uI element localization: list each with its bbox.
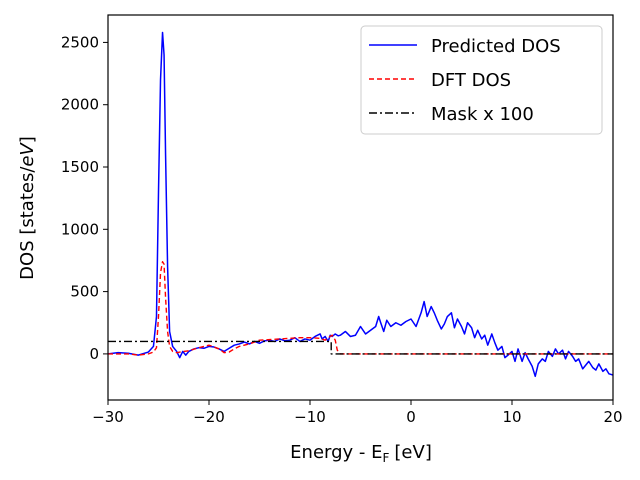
y-axis-label-italic-unit: eV — [17, 142, 38, 167]
x-tick-label: 10 — [502, 408, 521, 426]
y-axis-label-end: ] — [17, 136, 38, 143]
legend-label-mask: Mask x 100 — [431, 104, 534, 125]
y-tick-label: 500 — [70, 283, 99, 301]
series-layer — [108, 31, 613, 378]
x-tick-label: −30 — [92, 408, 124, 426]
y-tick-label: 2500 — [61, 33, 99, 51]
x-axis-label-unit: [eV] — [394, 442, 431, 463]
legend-label-predicted-dos: Predicted DOS — [431, 36, 561, 57]
x-axis-ticks: −30 −20 −10 0 10 20 — [92, 400, 623, 426]
y-tick-label: 0 — [89, 345, 99, 363]
plot-frame — [107, 14, 614, 401]
y-tick-label: 1500 — [61, 158, 99, 176]
series-line-mask-x-100 — [108, 340, 613, 355]
legend-label-dft-dos: DFT DOS — [431, 70, 511, 91]
y-tick-label: 1000 — [61, 220, 99, 238]
legend-box — [360, 25, 603, 135]
x-tick-label: −10 — [294, 408, 326, 426]
legend: Predicted DOS DFT DOS Mask x 100 — [360, 25, 603, 135]
y-axis-label: DOS [states/eV] — [17, 136, 38, 280]
y-tick-label: 2000 — [61, 96, 99, 114]
y-axis-ticks: 0 500 1000 1500 2000 2500 — [61, 33, 108, 363]
x-axis-label-subscript: F — [383, 451, 390, 465]
x-tick-label: 0 — [406, 408, 416, 426]
x-tick-label: −20 — [193, 408, 225, 426]
x-tick-label: 20 — [603, 408, 622, 426]
x-axis-label: Energy - EF [eV] — [290, 442, 432, 465]
